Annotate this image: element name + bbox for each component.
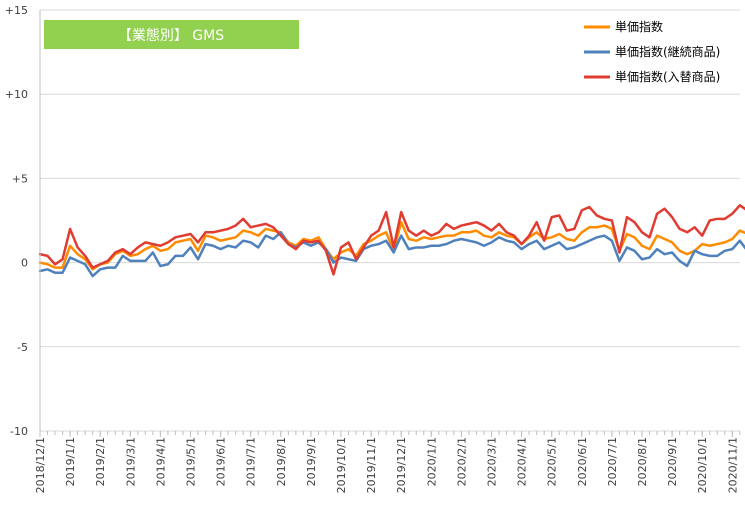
legend-label-2: 単価指数(継続商品)	[615, 44, 720, 59]
x-tick-label: 2019/10/1	[335, 437, 348, 493]
y-tick-label: +10	[5, 88, 28, 101]
x-tick-label: 2019/7/1	[245, 437, 258, 486]
x-tick-label: 2019/5/1	[185, 437, 198, 486]
x-tick-label: 2020/6/1	[576, 437, 589, 486]
x-tick-label: 2019/4/1	[154, 437, 167, 486]
x-tick-label: 2020/5/1	[546, 437, 559, 486]
x-tick-label: 2020/7/1	[606, 437, 619, 486]
y-tick-label: +5	[12, 172, 28, 185]
x-tick-label: 2019/3/1	[124, 437, 137, 486]
x-tick-label: 2020/1/1	[425, 437, 438, 486]
x-tick-label: 2020/11/1	[726, 437, 739, 493]
x-tick-label: 2018/12/1	[34, 437, 47, 493]
series-line-1	[38, 220, 745, 271]
chart-title-box	[44, 20, 299, 49]
x-tick-label: 2020/8/1	[636, 437, 649, 486]
legend-label-3: 単価指数(入替商品)	[615, 69, 720, 84]
chart-title: 【業態別】 GMS	[118, 28, 224, 44]
series-line-3	[38, 204, 745, 276]
x-tick-label: 2019/6/1	[215, 437, 228, 486]
legend-label-1: 単価指数	[615, 19, 663, 34]
x-tick-label: 2020/3/1	[486, 437, 499, 486]
x-tick-label: 2020/10/1	[696, 437, 709, 493]
x-tick-label: 2019/9/1	[305, 437, 318, 486]
x-tick-label: 2020/9/1	[666, 437, 679, 486]
x-tick-label: 2019/2/1	[94, 437, 107, 486]
y-tick-label: -10	[10, 425, 28, 438]
x-tick-label: 2019/12/1	[395, 437, 408, 493]
x-tick-label: 2019/1/1	[64, 437, 77, 486]
y-tick-label: -5	[17, 341, 28, 354]
x-tick-label: 2019/8/1	[275, 437, 288, 486]
y-tick-label: 0	[21, 257, 28, 270]
series-line-2	[38, 231, 745, 278]
x-tick-label: 2019/11/1	[365, 437, 378, 493]
y-tick-label: +15	[5, 4, 28, 17]
x-tick-label: 2020/2/1	[455, 437, 468, 486]
x-tick-label: 2020/4/1	[516, 437, 529, 486]
